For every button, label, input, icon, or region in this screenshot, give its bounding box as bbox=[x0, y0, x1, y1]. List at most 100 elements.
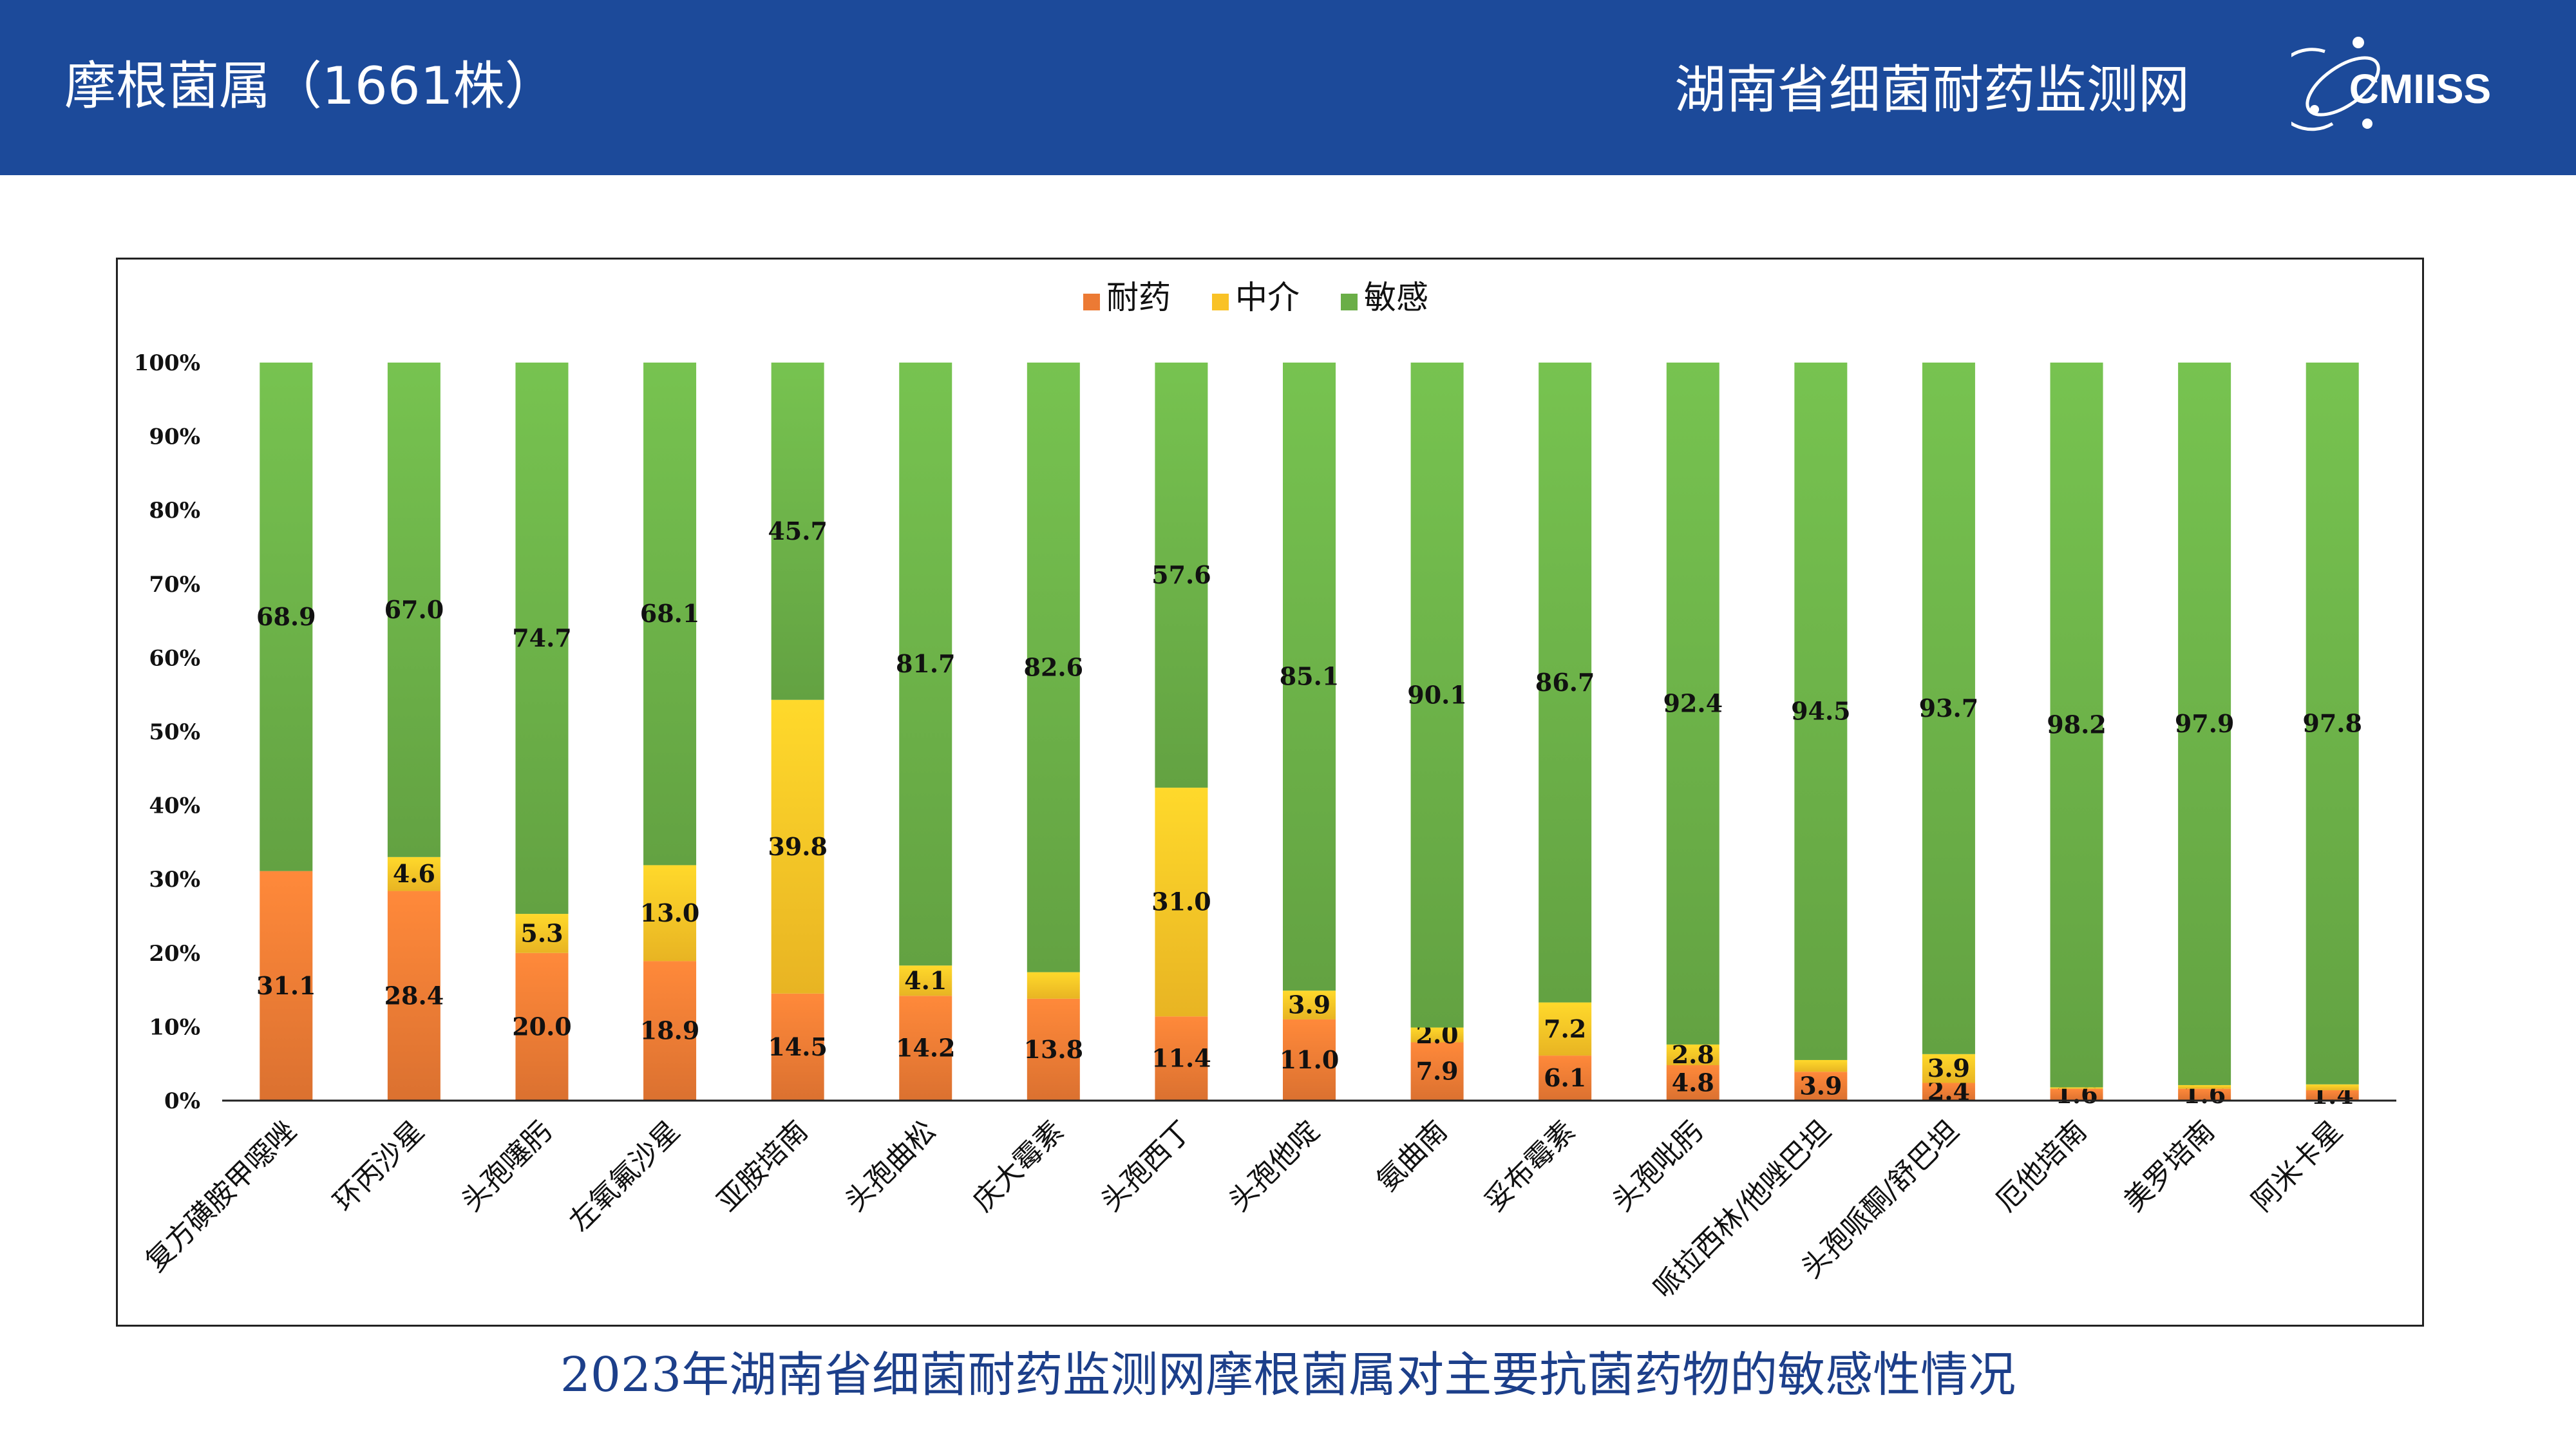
data-label: 7.2 bbox=[1544, 1014, 1586, 1043]
bar-segment bbox=[2178, 363, 2231, 1085]
data-label: 13.0 bbox=[640, 898, 700, 927]
data-label: 3.9 bbox=[1927, 1054, 1970, 1083]
category-label: 氨曲南 bbox=[1370, 1115, 1454, 1198]
category-label: 阿米卡星 bbox=[2246, 1115, 2349, 1218]
y-tick-label: 20% bbox=[149, 941, 200, 967]
bar-segment bbox=[771, 699, 824, 994]
bar-segment bbox=[899, 363, 952, 966]
y-tick-label: 90% bbox=[149, 424, 200, 450]
data-label: 3.9 bbox=[1799, 1072, 1842, 1101]
legend-swatch bbox=[1083, 294, 1100, 310]
data-label: 68.9 bbox=[256, 602, 316, 631]
data-label: 14.5 bbox=[768, 1032, 828, 1061]
category-label: 复方磺胺甲噁唑 bbox=[139, 1115, 303, 1278]
bar-segment bbox=[1666, 1044, 1719, 1065]
data-label: 82.6 bbox=[1024, 652, 1084, 681]
bar-segment bbox=[899, 996, 952, 1101]
bar-segment bbox=[515, 952, 569, 1101]
data-label: 45.7 bbox=[768, 516, 828, 545]
category-label: 头孢吡肟 bbox=[1606, 1115, 1710, 1218]
bar-segment bbox=[1539, 363, 1592, 1003]
data-label: 97.8 bbox=[2302, 708, 2362, 737]
bar-segment bbox=[643, 865, 697, 961]
legend-label: 敏感 bbox=[1364, 279, 1428, 316]
data-label: 7.9 bbox=[1416, 1057, 1459, 1086]
bar-segment bbox=[515, 363, 569, 914]
network-name: 湖南省细菌耐药监测网 bbox=[1674, 60, 2190, 120]
data-label: 20.0 bbox=[512, 1012, 572, 1041]
y-tick-label: 10% bbox=[149, 1014, 200, 1040]
data-label: 97.9 bbox=[2175, 709, 2235, 738]
data-label: 11.4 bbox=[1151, 1044, 1211, 1073]
category-label: 厄他培南 bbox=[1990, 1115, 2094, 1218]
chart-caption: 2023年湖南省细菌耐药监测网摩根菌属对主要抗菌药物的敏感性情况 bbox=[560, 1347, 2016, 1403]
y-tick-label: 50% bbox=[149, 719, 200, 745]
bar-segment bbox=[2050, 1088, 2103, 1101]
category-label: 妥布霉素 bbox=[1478, 1115, 1582, 1218]
data-label: 18.9 bbox=[640, 1016, 700, 1045]
bar-segment bbox=[2050, 363, 2103, 1088]
data-label: 74.7 bbox=[512, 623, 572, 652]
bar-segment bbox=[1283, 1019, 1336, 1101]
bar-segment bbox=[1666, 363, 1719, 1045]
bar-segment bbox=[1794, 1059, 1848, 1072]
bar-segment bbox=[643, 363, 697, 866]
data-label: 11.0 bbox=[1280, 1045, 1340, 1074]
data-label: 90.1 bbox=[1407, 680, 1467, 709]
data-label: 2.8 bbox=[1672, 1040, 1714, 1069]
bar-segment bbox=[1539, 1002, 1592, 1056]
bar-segment bbox=[1155, 788, 1208, 1017]
category-label: 庆大霉素 bbox=[967, 1115, 1070, 1218]
bar-segment bbox=[1155, 1016, 1208, 1101]
bar-segment bbox=[2178, 1084, 2231, 1089]
bar-segment bbox=[1410, 1042, 1464, 1101]
y-tick-label: 30% bbox=[149, 867, 200, 893]
bar-segment bbox=[1027, 972, 1080, 999]
category-label: 头孢曲松 bbox=[839, 1115, 943, 1218]
bar-segment bbox=[899, 965, 952, 996]
y-tick-label: 100% bbox=[134, 350, 200, 376]
data-label: 94.5 bbox=[1791, 696, 1851, 725]
bar-segment bbox=[1410, 1027, 1464, 1043]
data-label: 14.2 bbox=[896, 1034, 956, 1063]
category-label: 头孢西丁 bbox=[1095, 1115, 1198, 1218]
data-label: 67.0 bbox=[384, 595, 444, 624]
legend-swatch bbox=[1212, 294, 1229, 310]
bar-segment bbox=[387, 857, 440, 891]
y-tick-label: 40% bbox=[149, 793, 200, 819]
category-label: 头孢他啶 bbox=[1222, 1115, 1326, 1218]
page-title: 摩根菌属（1661株） bbox=[64, 56, 556, 116]
category-label: 美罗培南 bbox=[2117, 1115, 2221, 1218]
bar-segment bbox=[2178, 1088, 2231, 1101]
data-label: 31.1 bbox=[256, 971, 316, 1000]
bar-segment bbox=[1027, 363, 1080, 972]
data-label: 68.1 bbox=[640, 599, 700, 628]
bar-segment bbox=[2306, 1084, 2359, 1090]
data-label: 31.0 bbox=[1151, 887, 1211, 916]
bar-segment bbox=[1922, 1054, 1975, 1083]
bar-segment bbox=[1155, 363, 1208, 788]
bar-segment bbox=[771, 363, 824, 700]
data-label: 6.1 bbox=[1544, 1063, 1586, 1092]
bar-segment bbox=[771, 993, 824, 1101]
data-label: 13.8 bbox=[1024, 1035, 1084, 1064]
stacked-bar-chart: 耐药 中介 敏感 0% 10% 20% 30% 40% 50% 60% 70% 80% 90% 100% 3… bbox=[134, 279, 2396, 1305]
legend-label: 中介 bbox=[1235, 279, 1300, 316]
bar-segment bbox=[387, 891, 440, 1101]
bar-segment bbox=[1666, 1065, 1719, 1101]
data-label: 4.8 bbox=[1672, 1068, 1714, 1097]
bar-segment bbox=[515, 914, 569, 953]
data-label: 57.6 bbox=[1151, 560, 1211, 589]
bar-segment bbox=[1794, 363, 1848, 1060]
bar-segment bbox=[260, 363, 313, 871]
bar-segment bbox=[2306, 363, 2359, 1084]
bar-segment bbox=[1922, 1083, 1975, 1101]
bar-segment bbox=[643, 961, 697, 1101]
data-label: 93.7 bbox=[1919, 694, 1979, 723]
chart-frame: 耐药 中介 敏感 0% 10% 20% 30% 40% 50% 60% 70% 80% 90% 100% 3… bbox=[116, 258, 2424, 1327]
header-bar: 摩根菌属（1661株） 湖南省细菌耐药监测网 CMIISS bbox=[0, 0, 2576, 175]
data-label: 4.6 bbox=[393, 859, 435, 888]
y-tick-label: 0% bbox=[164, 1088, 200, 1114]
bar-segment bbox=[1283, 363, 1336, 991]
category-label: 亚胺培南 bbox=[711, 1115, 815, 1218]
